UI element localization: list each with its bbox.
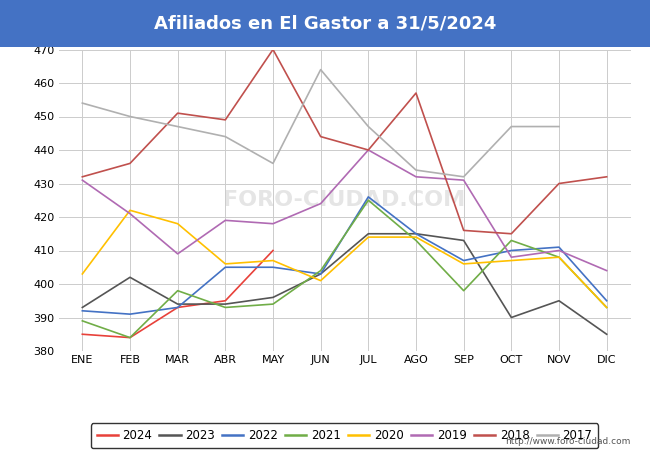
Text: http://www.foro-ciudad.com: http://www.foro-ciudad.com — [505, 436, 630, 446]
Text: Afiliados en El Gastor a 31/5/2024: Afiliados en El Gastor a 31/5/2024 — [154, 15, 496, 33]
Legend: 2024, 2023, 2022, 2021, 2020, 2019, 2018, 2017: 2024, 2023, 2022, 2021, 2020, 2019, 2018… — [90, 423, 599, 448]
Text: FORO-CIUDAD.COM: FORO-CIUDAD.COM — [224, 190, 465, 210]
